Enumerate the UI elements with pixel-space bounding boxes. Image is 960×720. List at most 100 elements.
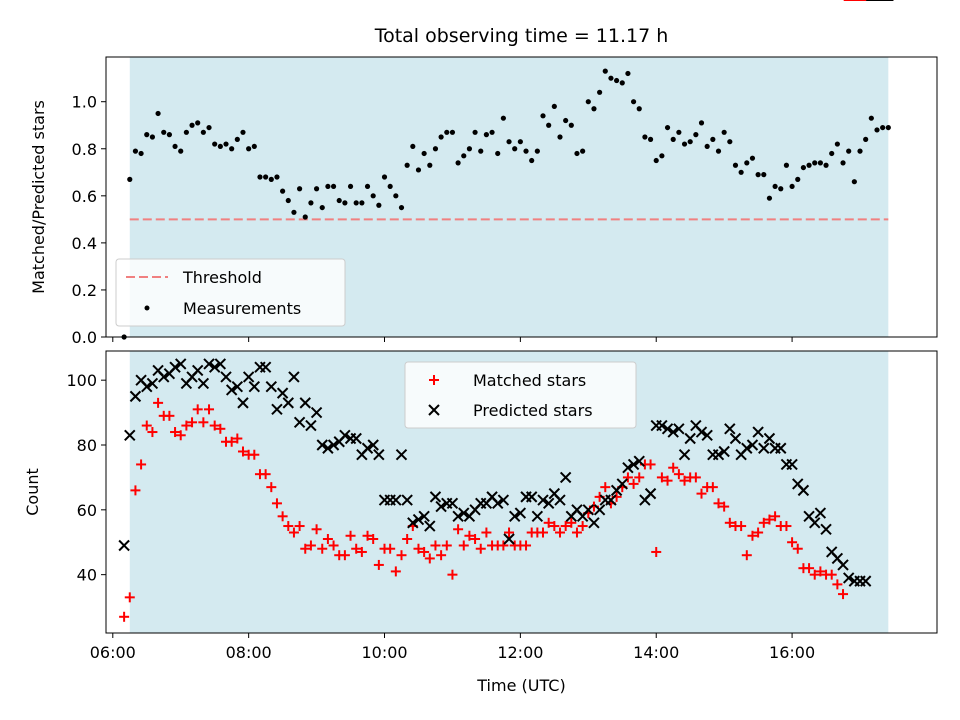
x-tick-label-5: 16:00 [769, 643, 815, 662]
x-tick-label-0: 06:00 [90, 643, 136, 662]
measurement-point [795, 176, 801, 182]
predicted-star-point [661, 423, 674, 435]
measurement-point [710, 136, 716, 142]
marker-stroke [322, 442, 334, 454]
predicted-star-point [712, 449, 725, 461]
measurement-point [393, 193, 399, 199]
marker-stroke [435, 500, 447, 513]
matched-star-point [266, 482, 277, 493]
y-axis-label-count: Count [23, 468, 42, 516]
measurement-point [330, 183, 337, 190]
measurement-point [319, 204, 325, 211]
marker-stroke [305, 419, 317, 432]
predicted-star-point [361, 442, 374, 454]
matched-star-point [628, 478, 639, 489]
marker-stroke [361, 442, 374, 454]
predicted-star-point [554, 494, 566, 506]
legend-measurements-swatch [144, 305, 150, 311]
measurement-point [161, 129, 167, 135]
marker-stroke [486, 491, 498, 503]
measurement-point [744, 160, 750, 166]
marker-stroke [712, 449, 725, 461]
matched-star-point [153, 397, 164, 408]
predicted-star-point [673, 423, 685, 435]
matched-star-point [696, 488, 707, 499]
measurement-point [189, 122, 195, 128]
marker-stroke [503, 533, 515, 545]
measurement-point [614, 77, 620, 84]
predicted-star-point [752, 426, 764, 438]
measurement-point [438, 134, 444, 140]
y-tick-label-ratio-0: 0.0 [72, 328, 97, 347]
matched-star-point [441, 540, 452, 551]
marker-stroke [276, 387, 289, 399]
predicted-star-point [327, 439, 340, 451]
predicted-star-point [271, 403, 283, 416]
matched-star-point [470, 534, 481, 544]
measurement-point [347, 183, 354, 190]
predicted-star-point [622, 461, 634, 474]
predicted-star-point [809, 517, 821, 529]
marker-stroke [191, 364, 204, 377]
predicted-star-point [322, 442, 334, 454]
marker-stroke [428, 404, 440, 416]
measurement-point [636, 106, 642, 112]
measurement-point [698, 120, 705, 126]
measurement-point [370, 193, 376, 199]
marker-stroke [797, 484, 810, 497]
measurement-point [138, 150, 144, 157]
legend-matched-swatch [429, 375, 439, 385]
predicted-star-point [525, 491, 538, 503]
marker-stroke [327, 439, 340, 451]
matched-star-point [124, 592, 135, 603]
predicted-star-point [741, 442, 753, 454]
measurement-point [398, 204, 405, 211]
matched-star-point [758, 517, 769, 528]
predicted-star-point [203, 358, 215, 370]
matched-star-point [396, 550, 407, 561]
matched-star-point [464, 530, 475, 541]
measurement-point [240, 129, 246, 135]
measurement-point [404, 162, 410, 168]
measurement-point [172, 143, 178, 150]
marker-stroke [786, 458, 798, 471]
marker-stroke [859, 575, 872, 587]
predicted-star-point [605, 494, 617, 506]
marker-stroke [395, 449, 408, 461]
measurement-point [483, 132, 490, 138]
marker-stroke [514, 507, 527, 519]
predicted-star-point [282, 397, 294, 409]
x-tick-label-1: 08:00 [226, 643, 272, 662]
measurement-point [647, 136, 654, 142]
measurement-point [144, 132, 150, 138]
predicted-star-point [175, 358, 187, 370]
legend-matched-label: Matched stars [473, 371, 586, 390]
predicted-star-point [401, 494, 413, 506]
marker-stroke [548, 487, 561, 500]
marker-stroke [605, 494, 617, 506]
predicted-star-point [424, 520, 436, 532]
measurement-point [540, 113, 546, 119]
predicted-star-point [616, 478, 628, 490]
predicted-star-point [593, 504, 606, 516]
matched-star-point [764, 514, 775, 525]
marker-stroke [537, 494, 549, 506]
predicted-star-point [339, 429, 351, 441]
marker-stroke [316, 439, 328, 451]
measurement-point [880, 124, 886, 131]
matched-star-point [294, 521, 305, 532]
marker-stroke [208, 361, 221, 373]
measurement-point [313, 186, 320, 192]
measurement-point [410, 143, 416, 150]
legend-box-bottom [404, 361, 637, 429]
matched-star-point [373, 559, 384, 570]
matched-star-point [413, 543, 424, 554]
matched-star-point [130, 485, 141, 496]
predicted-star-point [124, 429, 136, 441]
predicted-star-point [231, 380, 244, 393]
legend-predicted-swatch [428, 404, 440, 416]
measurement-point [625, 70, 631, 77]
matched-star-point [226, 436, 237, 447]
predicted-star-point [695, 426, 708, 438]
measurement-point [868, 115, 874, 121]
